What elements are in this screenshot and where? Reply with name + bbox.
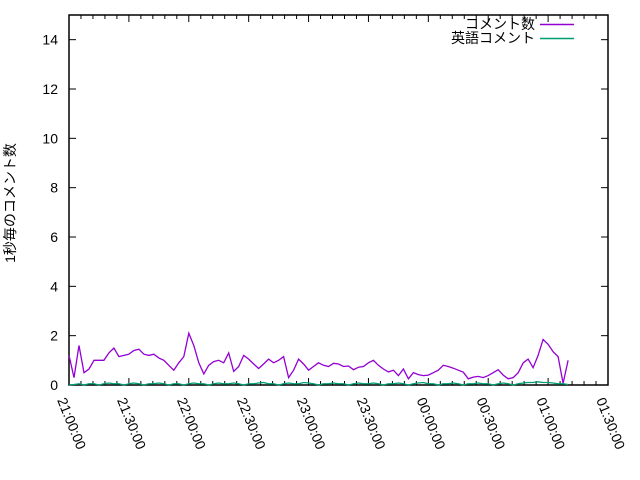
x-tick-label: 23:30:00 (354, 395, 389, 452)
data-lines (68, 330, 569, 386)
y-tick-label: 10 (42, 130, 58, 146)
x-tick-label: 01:30:00 (593, 395, 628, 452)
axis-ticks (68, 15, 609, 386)
y-tick-label: 14 (42, 32, 58, 48)
legend-label-english-comment: 英語コメント (451, 30, 535, 46)
plot-border (68, 14, 609, 386)
y-tick-label: 4 (50, 278, 58, 294)
y-tick-label: 12 (42, 81, 58, 97)
series-line-0 (68, 330, 569, 384)
x-tick-label: 00:30:00 (473, 395, 508, 452)
y-tick-label: 6 (50, 229, 58, 245)
legend: コメント数 英語コメント (451, 16, 574, 46)
axis-tick-labels: 0 2 4 6 8 10 12 14 21:00:00 21:30:00 22:00:00 22:30… (42, 32, 628, 452)
y-tick-label: 2 (50, 328, 58, 344)
x-tick-label: 22:00:00 (174, 395, 209, 452)
x-tick-label: 21:30:00 (114, 395, 149, 452)
x-tick-label: 22:30:00 (234, 395, 269, 452)
y-tick-label: 8 (50, 180, 58, 196)
y-tick-label: 0 (50, 377, 58, 393)
x-tick-label: 23:00:00 (294, 395, 329, 452)
series-line-1 (68, 381, 569, 386)
legend-label-comment-count: コメント数 (465, 16, 535, 32)
y-axis-title: 1秒毎のコメント数 (2, 143, 18, 263)
x-tick-label: 21:00:00 (54, 395, 89, 452)
x-tick-label: 00:00:00 (414, 395, 449, 452)
x-tick-label: 01:00:00 (533, 395, 568, 452)
